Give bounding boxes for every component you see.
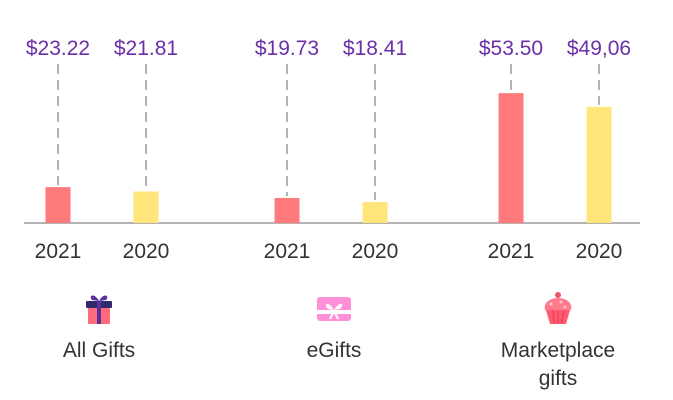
bar-egifts-2021 <box>274 197 300 223</box>
bar-all-gifts-2021 <box>45 187 71 223</box>
bar-marketplace-gifts-2020 <box>586 106 612 223</box>
bar-egifts-2020 <box>362 202 388 223</box>
value-label-egifts-2020: $18.41 <box>343 37 407 60</box>
bar-marketplace-gifts-2021 <box>498 93 524 224</box>
value-label-all-gifts-2021: $23.22 <box>26 37 90 60</box>
gift-box-icon <box>84 292 114 331</box>
cupcake-icon <box>541 290 575 331</box>
value-label-marketplace-gifts-2021: $53.50 <box>479 37 543 60</box>
tick-label-egifts-2020: 2020 <box>352 240 399 263</box>
tick-label-egifts-2021: 2021 <box>264 240 311 263</box>
bar-all-gifts-2020 <box>133 191 159 223</box>
value-label-all-gifts-2020: $21.81 <box>114 37 178 60</box>
tick-label-marketplace-gifts-2021: 2021 <box>488 240 535 263</box>
gift-card-icon <box>316 295 352 328</box>
tick-label-all-gifts-2020: 2020 <box>123 240 170 263</box>
category-label-all-gifts: All Gifts <box>62 339 136 362</box>
value-label-marketplace-gifts-2020: $49,06 <box>567 37 631 60</box>
category-label-egifts: eGifts <box>306 339 362 362</box>
category-label-marketplace-gifts: Marketplace gifts <box>500 339 616 390</box>
tick-label-all-gifts-2021: 2021 <box>35 240 82 263</box>
value-label-egifts-2021: $19.73 <box>255 37 319 60</box>
tick-label-marketplace-gifts-2020: 2020 <box>576 240 623 263</box>
